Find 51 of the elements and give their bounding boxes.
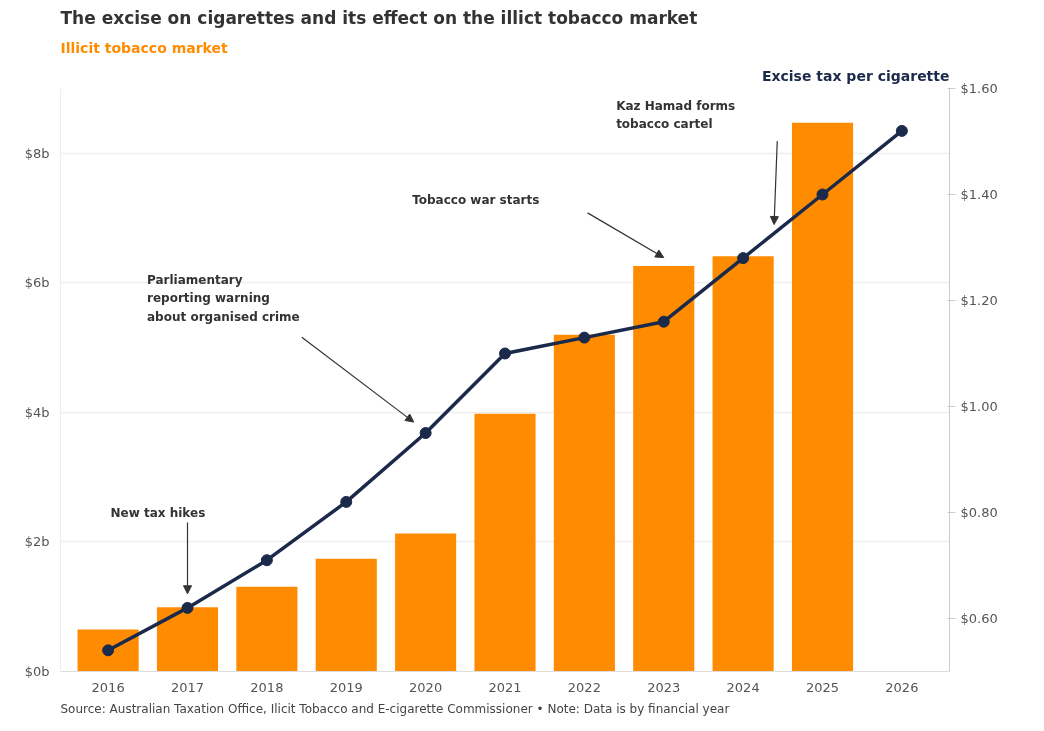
x-tick-label: 2026 [885,679,919,695]
chart-title: The excise on cigarettes and its effect on the illict tobacco market [60,7,698,28]
x-tick-label: 2021 [488,679,522,695]
bar [633,265,695,672]
y2-tick-label: $0.80 [960,505,998,520]
point [102,644,115,657]
y-tick-label: $4b [24,404,50,420]
y2-tick-label: $1.00 [960,399,998,414]
x-tick-label: 2018 [250,679,284,695]
bar [395,533,457,672]
y-axis-title: Illicit tobacco market [60,39,229,56]
point [181,601,194,614]
x-tick-label: 2023 [647,679,681,695]
bar [474,413,536,672]
source-note: Source: Australian Taxation Office, Ilicit Tobacco and E-cigarette Commissioner • Note: Data is by financial year [60,701,730,716]
bar [553,334,615,672]
point [657,315,670,328]
x-tick-label: 2017 [170,679,205,695]
x-tick-label: 2024 [726,679,760,695]
bar [156,607,219,672]
x-tick-label: 2019 [329,679,363,695]
x-tick-label: 2016 [91,679,125,695]
y2-tick-label: $1.60 [960,81,998,96]
point [340,495,353,508]
y2-tick-label: $1.40 [960,187,998,202]
y2-tick-label: $0.60 [960,611,998,626]
bar [236,586,298,672]
y-tick-label: $0b [24,664,50,679]
x-tick-label: 2020 [409,679,443,695]
bar [712,256,774,672]
point [419,427,432,439]
x-tick-label: 2025 [805,679,840,695]
x-tick-label: 2022 [567,679,601,695]
y2-axis-title: Excise tax per cigarette [761,67,950,84]
annotation: Tobacco war starts [412,193,540,208]
y2-tick-label: $1.20 [960,293,998,308]
annotation: Kaz Hamad forms tobacco cartel [616,98,736,132]
bar [77,629,139,672]
point [578,331,591,344]
annotation: Parliamentary reporting warning about organised crime [147,273,300,324]
point [499,347,511,360]
annotation: New tax hikes [110,506,206,521]
y-tick-label: $6b [24,275,50,291]
point [737,252,750,265]
point [816,188,829,201]
y-tick-label: $2b [24,534,50,550]
y-tick-label: $8b [24,145,50,161]
point [260,554,273,567]
point [895,124,908,137]
bar [791,122,854,672]
bar [315,558,377,672]
